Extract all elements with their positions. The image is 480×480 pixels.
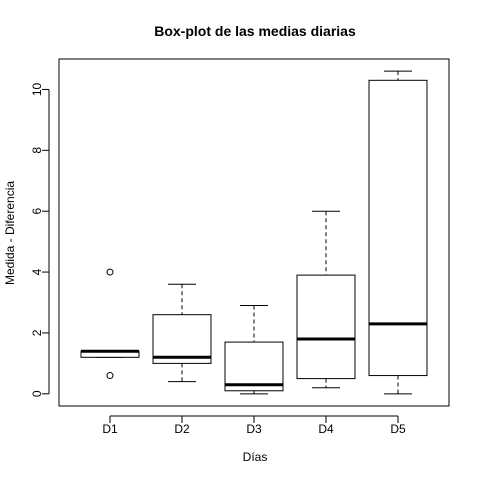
x-tick-label: D1 [102,422,118,436]
outlier-point [106,268,114,276]
box-d5 [368,70,428,395]
iqr-box [296,274,356,380]
x-tick-label: D5 [390,422,406,436]
y-axis-label: Medida - Diferencia [3,181,17,285]
x-tick-label: D2 [174,422,190,436]
box-d2 [152,283,212,383]
y-tick-label: 10 [30,82,44,96]
x-axis-label: Días [243,450,268,464]
boxes-layer [80,70,428,395]
y-tick-label: 8 [30,147,44,154]
iqr-box [152,314,212,364]
y-tick-label: 4 [30,268,44,275]
iqr-box [368,79,428,377]
box-d1 [80,268,140,380]
y-tick-label: 6 [30,208,44,215]
y-axis: 0 2 4 6 8 10 [30,82,50,397]
box-d4 [296,210,356,389]
chart-title: Box-plot de las medias diarias [154,23,356,39]
y-tick-label: 2 [30,329,44,336]
box-d3 [224,305,284,395]
outlier-point [106,372,114,380]
x-tick-label: D4 [318,422,334,436]
plot-frame [58,58,450,407]
y-tick-label: 0 [30,390,44,397]
x-axis: D1 D2 D3 D4 D5 [102,415,406,436]
iqr-box [224,341,284,392]
x-tick-label: D3 [246,422,262,436]
